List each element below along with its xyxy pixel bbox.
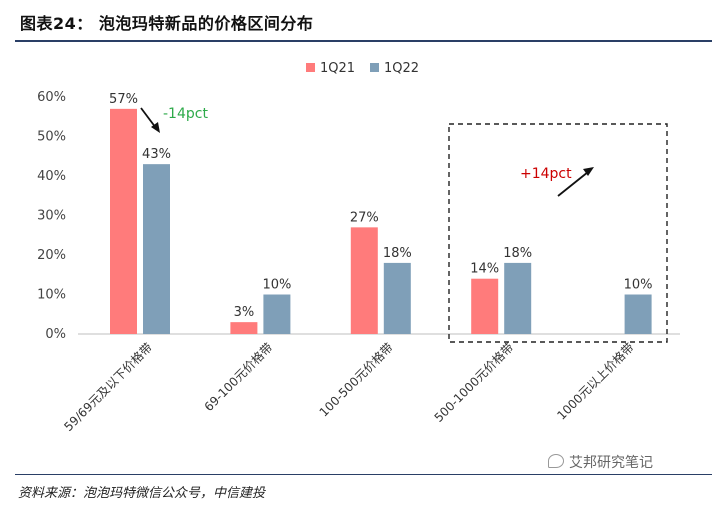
bar-value-label: 10% (624, 278, 653, 293)
bar-1q22 (504, 262, 532, 334)
bar-1q21 (350, 227, 378, 334)
watermark: 艾邦研究笔记 (548, 452, 653, 472)
watermark-text: 艾邦研究笔记 (569, 455, 653, 471)
up-arrow-head (583, 167, 594, 176)
down-arrow-head (151, 122, 160, 133)
bar-1q21 (110, 108, 137, 334)
bar-chart: 1Q21 1Q22 0% 10% 20% 30% 40% 50% 60% 57% 43% 59/… (37, 61, 680, 434)
y-tick-label: 30% (37, 209, 66, 224)
x-category-label: 500-1000元价格带 (431, 340, 516, 425)
y-tick-label: 0% (45, 327, 66, 342)
bars: 57% 43% 59/69元及以下价格带 3% 10% 69-100元价格带 27% 18% 1… (61, 92, 653, 434)
bar-1q21 (230, 322, 258, 334)
annotation-up-text: +14pct (520, 166, 572, 182)
y-tick-label: 60% (37, 90, 66, 105)
legend: 1Q21 1Q22 (306, 61, 419, 76)
y-tick-label: 10% (37, 288, 66, 303)
footer-divider (15, 474, 712, 475)
annotations: -14pct +14pct (140, 106, 668, 343)
x-category-label: 100-500元价格带 (316, 340, 396, 420)
bar-1q22 (263, 294, 291, 334)
chart-title: 图表24： 泡泡玛特新品的价格区间分布 (20, 14, 314, 33)
y-axis: 0% 10% 20% 30% 40% 50% 60% (37, 90, 66, 342)
bar-value-label: 57% (109, 92, 138, 107)
bar-value-label: 18% (503, 246, 532, 261)
y-tick-label: 40% (37, 169, 66, 184)
legend-label-1q22: 1Q22 (384, 61, 419, 76)
bar-1q22 (624, 294, 652, 334)
x-category-label: 59/69元及以下价格带 (61, 340, 155, 434)
source-note: 资料来源：泡泡玛特微信公众号，中信建投 (18, 486, 266, 501)
bar-value-label: 18% (383, 246, 412, 261)
wechat-icon (548, 454, 564, 468)
highlight-box (448, 123, 668, 343)
bar-value-label: 10% (262, 278, 291, 293)
legend-label-1q21: 1Q21 (320, 61, 355, 76)
bar-value-label: 3% (234, 305, 255, 320)
x-category-label: 1000元以上价格带 (554, 340, 637, 423)
down-arrow (140, 107, 157, 129)
bar-1q22 (383, 262, 411, 334)
y-tick-label: 20% (37, 248, 66, 263)
legend-swatch-1q22 (370, 63, 379, 72)
x-category-label: 69-100元价格带 (201, 340, 276, 415)
up-arrow (557, 171, 589, 197)
annotation-down-text: -14pct (163, 106, 208, 122)
legend-swatch-1q21 (306, 63, 315, 72)
bar-value-label: 14% (470, 262, 499, 277)
bar-1q22 (143, 164, 170, 334)
bar-value-label: 27% (350, 210, 379, 225)
bar-1q21 (471, 278, 499, 334)
y-tick-label: 50% (37, 130, 66, 145)
bar-value-label: 43% (142, 147, 171, 162)
title-divider (15, 40, 712, 42)
